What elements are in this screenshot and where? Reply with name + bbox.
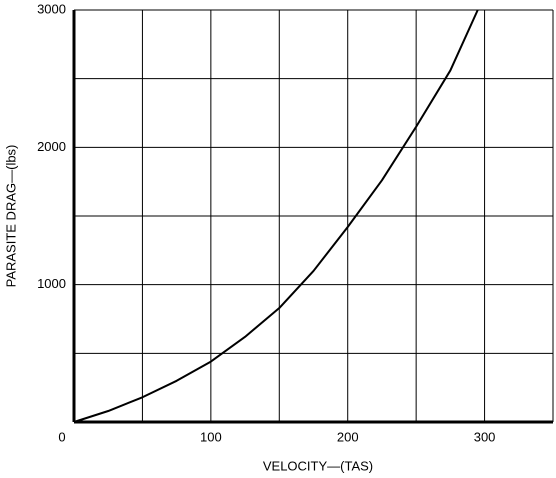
x-axis-label: VELOCITY—(TAS) bbox=[263, 458, 373, 473]
y-tick-label: 1000 bbox=[37, 276, 66, 291]
data-line bbox=[73, 9, 479, 423]
x-tick-label: 200 bbox=[337, 429, 359, 444]
y-tick-label: 3000 bbox=[37, 1, 66, 16]
x-tick-label: 100 bbox=[200, 429, 222, 444]
x-tick-label: 0 bbox=[58, 429, 65, 444]
x-tick-label: 300 bbox=[474, 429, 496, 444]
y-tick-label: 2000 bbox=[37, 139, 66, 154]
y-axis-label: PARASITE DRAG—(lbs) bbox=[3, 145, 18, 288]
